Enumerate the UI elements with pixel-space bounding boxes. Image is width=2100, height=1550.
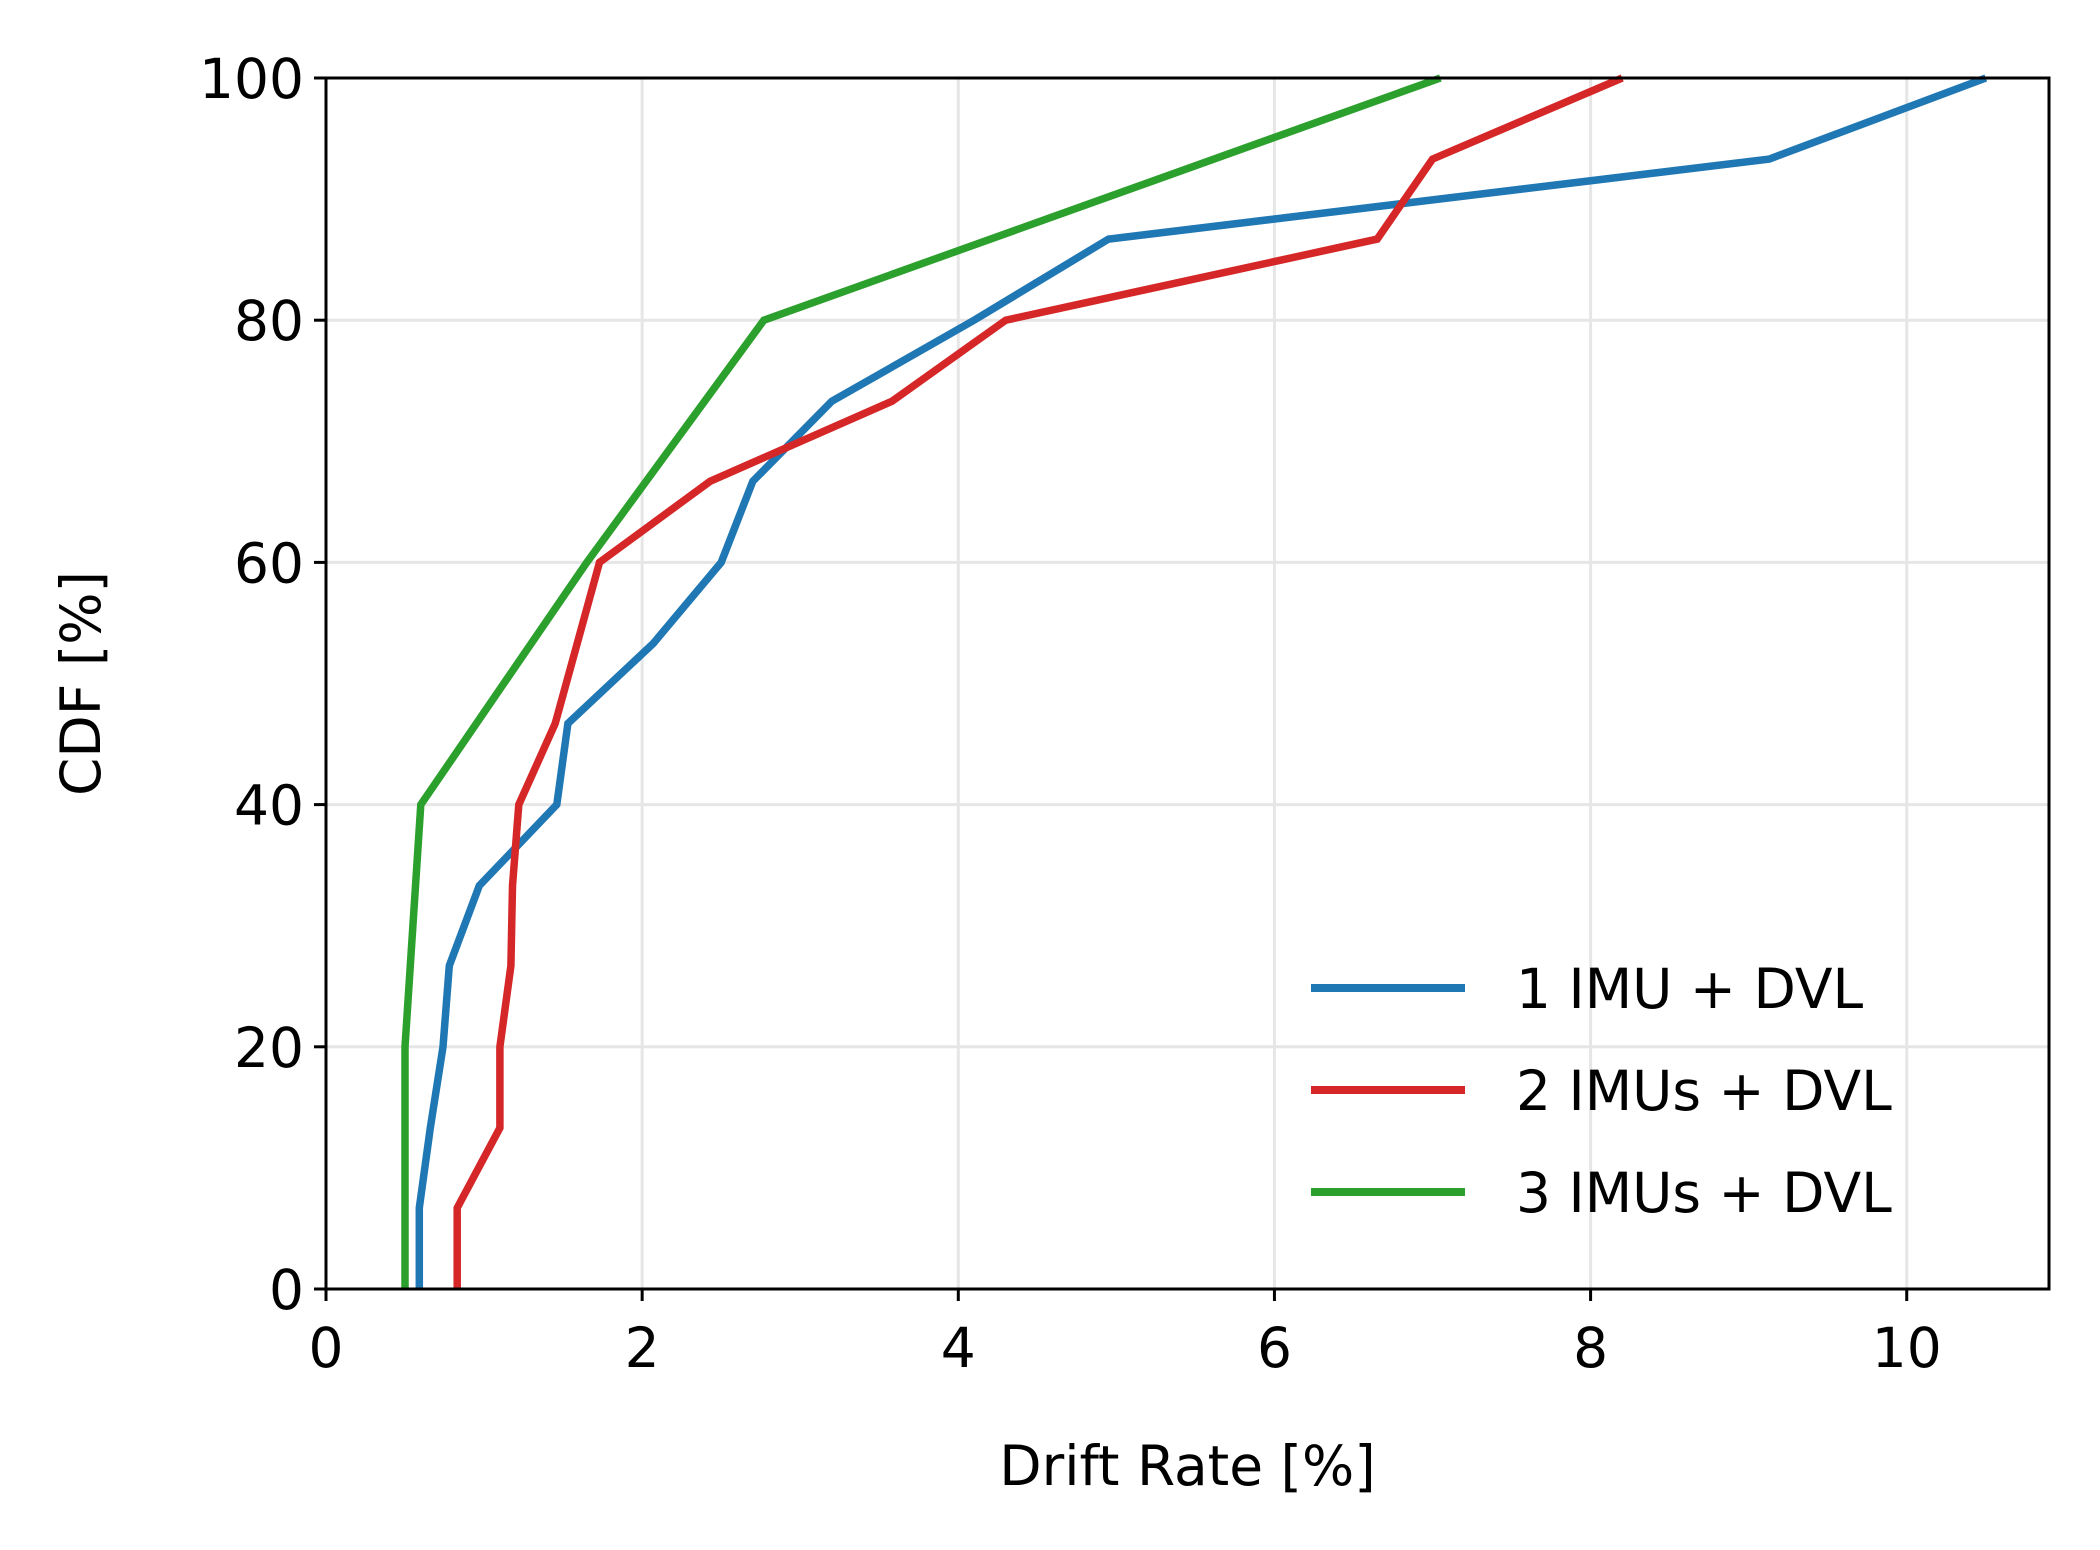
y-tick-label: 20 [234,1016,304,1080]
series-line [401,74,1442,1289]
legend-label: 2 IMUs + DVL [1516,1059,1892,1123]
legend-item: 1 IMU + DVL [1311,957,1863,1021]
series-line [415,74,1988,1289]
y-tick-label: 0 [269,1258,304,1322]
y-tick-label: 60 [234,531,304,595]
y-axis-ticks: 0 20 40 60 80 100 [199,47,326,1322]
y-axis-label: CDF [%] [49,571,113,796]
legend: 1 IMU + DVL 2 IMUs + DVL 3 IMUs + DVL [1311,957,1892,1225]
x-tick-label: 2 [625,1316,660,1380]
legend-label: 1 IMU + DVL [1516,957,1863,1021]
y-tick-label: 80 [234,289,304,353]
series-line [453,74,1624,1289]
y-tick-label: 40 [234,774,304,838]
x-tick-label: 0 [309,1316,344,1380]
plot-frame [324,76,2051,1291]
legend-item: 3 IMUs + DVL [1311,1161,1892,1225]
series-lines [401,74,1988,1289]
x-tick-label: 10 [1872,1316,1942,1380]
legend-item: 2 IMUs + DVL [1311,1059,1892,1123]
y-tick-label: 100 [199,47,304,111]
legend-label: 3 IMUs + DVL [1516,1161,1892,1225]
x-axis-label: Drift Rate [%] [999,1434,1375,1498]
x-tick-label: 4 [941,1316,976,1380]
x-tick-label: 6 [1257,1316,1292,1380]
x-tick-label: 8 [1573,1316,1608,1380]
x-axis-ticks: 0 2 4 6 8 10 [309,1289,1942,1380]
